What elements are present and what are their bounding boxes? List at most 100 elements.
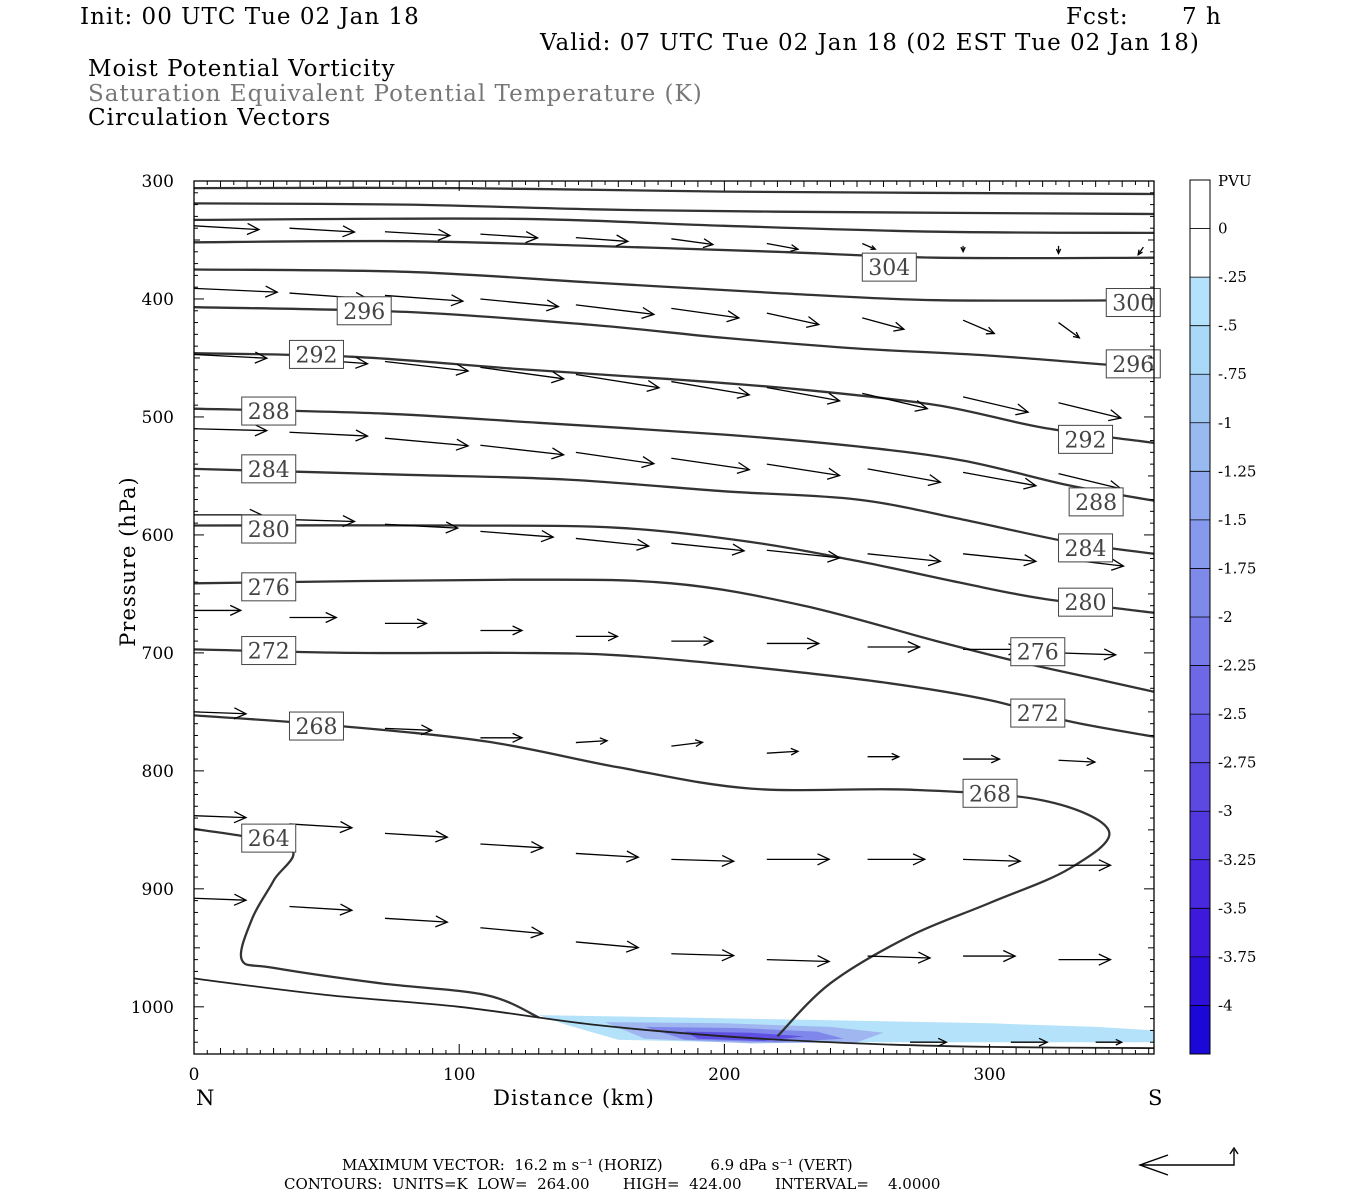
colorbar-label: -3.75	[1218, 948, 1256, 966]
contour-label-text: 284	[248, 458, 290, 483]
contour-label: 296	[1105, 349, 1161, 379]
y-tick-label: 400	[142, 290, 174, 310]
colorbar-label: -2.25	[1218, 657, 1256, 675]
colorbar-label: -.75	[1218, 365, 1247, 383]
vector-head	[339, 903, 354, 916]
vector-head	[721, 949, 736, 962]
vector-shaft	[671, 858, 734, 862]
contour-label: 288	[241, 396, 297, 426]
vector-shaft	[962, 471, 1036, 487]
vector-head	[893, 321, 906, 332]
circulation-vector	[575, 850, 640, 863]
vector-head	[826, 392, 842, 405]
contour-label-text: 276	[248, 576, 290, 601]
circulation-vector	[671, 380, 751, 399]
theta-e-contour-264	[194, 827, 540, 1019]
circulation-vector	[289, 820, 354, 834]
contour-label: 268	[962, 778, 1018, 808]
title-sat-theta-e: Saturation Equivalent Potential Temperat…	[88, 81, 703, 107]
title-moist-pv: Moist Potential Vorticity	[88, 56, 396, 82]
vector-shaft	[867, 468, 941, 483]
vector-head	[726, 310, 741, 323]
contour-label-box	[1105, 349, 1161, 379]
vector-head	[891, 752, 901, 761]
circulation-vector	[766, 637, 821, 650]
contours-note: CONTOURS: UNITS=K LOW= 264.00 HIGH= 424.…	[284, 1175, 941, 1193]
vector-shaft	[671, 380, 750, 396]
vector-head	[826, 467, 842, 480]
contour-label-box	[241, 572, 297, 602]
circulation-vector	[480, 366, 566, 384]
y-tick-label: 500	[142, 408, 174, 428]
vector-head	[342, 515, 357, 528]
theta-e-contour-292	[194, 352, 1154, 445]
vector-head	[355, 429, 370, 442]
contour-label: 296	[336, 296, 392, 326]
vector-shaft	[1058, 759, 1095, 763]
vector-shaft	[384, 360, 469, 372]
circulation-vector	[867, 853, 927, 866]
vector-shaft	[384, 727, 432, 731]
circulation-vector	[1058, 757, 1097, 767]
vector-shaft	[862, 317, 905, 330]
contour-label-text: 296	[343, 300, 385, 325]
vector-shaft	[194, 897, 247, 901]
vector-head	[1103, 648, 1118, 661]
circulation-vector	[1058, 953, 1113, 966]
circulation-vector	[1058, 322, 1081, 339]
theta-e-contour-300	[194, 268, 1154, 302]
colorbar-label: -3.25	[1218, 851, 1256, 869]
circulation-vector	[862, 392, 929, 412]
vector-shaft	[575, 236, 628, 243]
contour-label-box	[241, 636, 297, 666]
vector-head	[615, 234, 630, 247]
vector-shaft	[671, 307, 740, 319]
south-label: S	[1148, 1086, 1162, 1110]
vector-shaft	[384, 437, 469, 447]
vector-head	[625, 940, 640, 953]
vector-head	[551, 371, 566, 384]
north-label: N	[196, 1086, 214, 1110]
colorbar: PVU 0 -.25 -.5 -.75 -1 -1.25 -1.5 -1.75 -2 -2.25 -2…	[1189, 172, 1256, 1055]
vector-head	[1110, 558, 1126, 571]
vector-shaft	[575, 451, 654, 465]
colorbar-swatch	[1190, 471, 1210, 520]
vector-shaft	[766, 750, 799, 754]
colorbar-swatch	[1190, 859, 1210, 909]
contour-label: 288	[1068, 487, 1124, 517]
colorbar-label: -.25	[1218, 268, 1247, 286]
vector-shaft	[194, 225, 260, 231]
vector-head	[416, 618, 429, 629]
contour-label-text: 296	[1112, 353, 1154, 378]
circulation-vector	[962, 553, 1038, 567]
vector-head	[641, 306, 656, 320]
contour-label: 264	[241, 823, 297, 853]
circulation-vector	[289, 429, 370, 442]
contour-label-text: 268	[295, 715, 337, 740]
colorbar-swatch	[1190, 180, 1210, 229]
vector-shaft	[575, 852, 639, 858]
colorbar-swatch	[1190, 228, 1210, 278]
vector-shaft	[962, 319, 995, 335]
circulation-vector	[194, 604, 243, 616]
vector-shaft	[289, 431, 368, 437]
contour-label: 304	[861, 252, 917, 282]
vector-head	[1023, 477, 1038, 490]
circulation-vector	[194, 424, 269, 437]
circulation-vector	[575, 304, 656, 320]
contour-label-box	[288, 339, 344, 369]
colorbar-swatch	[1190, 762, 1210, 812]
contour-label-box	[288, 711, 344, 741]
contour-label: 272	[241, 636, 297, 666]
vector-head	[990, 754, 1002, 764]
vector-shaft	[1058, 322, 1080, 339]
contour-label-text: 304	[868, 256, 910, 281]
theta-e-contour-304	[194, 239, 1154, 260]
circulation-vector	[384, 437, 470, 451]
theta-e-contour-296	[194, 306, 1154, 370]
contour-label: 268	[288, 711, 344, 741]
circulation-vector	[575, 451, 656, 469]
vector-shaft	[1058, 652, 1116, 656]
reference-vector-horiz-head	[1137, 1154, 1169, 1176]
